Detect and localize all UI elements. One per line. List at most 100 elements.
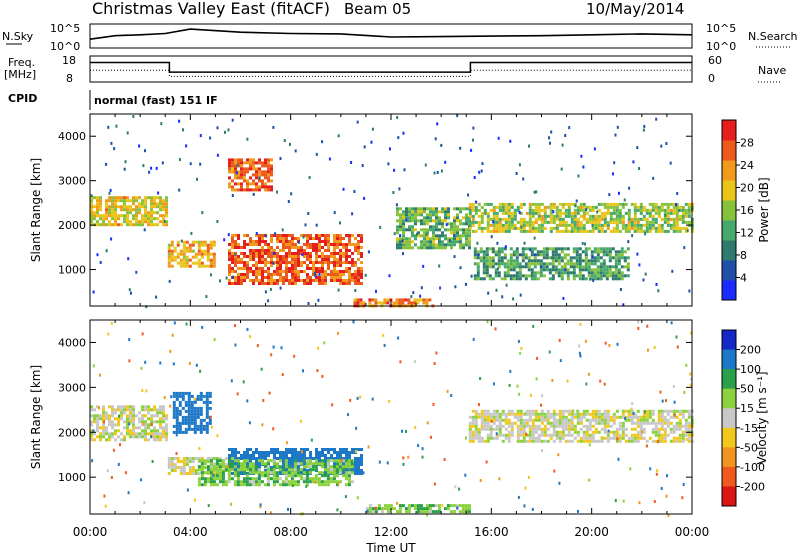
heatmap-cell (108, 438, 111, 442)
heatmap-cell (528, 223, 532, 227)
heatmap-cell (657, 418, 661, 422)
heatmap-cell (312, 261, 315, 264)
heatmap-cell (296, 471, 300, 475)
heatmap-cell (582, 205, 586, 209)
heatmap-cell (608, 250, 612, 254)
heatmap-cell (176, 460, 180, 463)
heatmap-cell (182, 261, 186, 265)
heatmap-cell (486, 211, 490, 215)
heatmap-cell (294, 261, 297, 264)
heatmap-cell (270, 173, 273, 177)
heatmap-cell (429, 243, 432, 247)
heatmap-cell (150, 417, 153, 421)
heatmap-cell (528, 211, 532, 215)
heatmap-cell (446, 507, 450, 511)
scatter-cell (548, 136, 550, 140)
heatmap-cell (333, 279, 336, 282)
scatter-cell (584, 242, 586, 246)
heatmap-cell (165, 438, 168, 442)
heatmap-cell (120, 196, 123, 200)
heatmap-cell (153, 429, 156, 433)
heatmap-cell (687, 439, 691, 443)
heatmap-cell (579, 223, 583, 227)
heatmap-cell (270, 255, 273, 258)
scatter-cell (150, 435, 153, 439)
heatmap-cell (438, 219, 441, 223)
heatmap-cell (297, 255, 300, 258)
heatmap-cell (537, 433, 541, 437)
heatmap-cell (546, 427, 550, 431)
heatmap-cell (182, 466, 186, 469)
heatmap-cell (501, 223, 505, 227)
heatmap-cell (162, 202, 165, 206)
scatter-cell (529, 248, 532, 252)
heatmap-cell (651, 412, 655, 416)
heatmap-cell (197, 258, 201, 262)
scatter-cell (666, 474, 668, 478)
heatmap-cell (305, 462, 309, 466)
heatmap-cell (617, 268, 621, 272)
heatmap-cell (212, 457, 216, 460)
heatmap-cell (96, 220, 99, 224)
heatmap-cell (675, 415, 679, 419)
heatmap-cell (147, 196, 150, 200)
scatter-cell (314, 480, 317, 484)
scatter-cell (355, 426, 358, 430)
heatmap-cell (596, 256, 600, 260)
heatmap-cell (288, 255, 291, 258)
heatmap-cell (293, 465, 297, 469)
heatmap-cell (111, 423, 114, 427)
scatter-cell (512, 297, 515, 301)
scatter-cell (389, 147, 391, 151)
scatter-cell (256, 344, 259, 348)
heatmap-cell (588, 217, 592, 221)
heatmap-cell (114, 411, 117, 415)
heatmap-cell (288, 460, 291, 463)
heatmap-cell (240, 158, 243, 162)
heatmap-cell (626, 256, 630, 260)
heatmap-cell (449, 510, 453, 514)
heatmap-cell (191, 249, 195, 253)
heatmap-cell (231, 185, 234, 189)
heatmap-cell (339, 282, 342, 285)
heatmap-cell (447, 237, 450, 241)
heatmap-cell (530, 253, 534, 257)
heatmap-cell (178, 400, 182, 404)
heatmap-cell (178, 424, 182, 428)
heatmap-cell (567, 427, 571, 431)
heatmap-cell (534, 430, 538, 434)
heatmap-cell (242, 471, 246, 475)
heatmap-cell (504, 205, 508, 209)
heatmap-cell (303, 454, 306, 457)
heatmap-cell (315, 279, 318, 282)
heatmap-cell (197, 252, 201, 256)
heatmap-cell (312, 270, 315, 273)
heatmap-cell (228, 249, 231, 252)
scatter-cell (645, 444, 648, 448)
scatter-cell (613, 161, 616, 165)
heatmap-cell (654, 229, 658, 233)
heatmap-cell (525, 220, 529, 224)
heatmap-cell (252, 454, 255, 457)
heatmap-cell (264, 454, 267, 457)
heatmap-cell (234, 164, 237, 168)
heatmap-cell (221, 465, 225, 469)
heatmap-cell (185, 457, 189, 460)
heatmap-cell (386, 510, 390, 514)
heatmap-cell (315, 454, 318, 457)
heatmap-cell (521, 265, 525, 269)
heatmap-cell (261, 170, 264, 174)
scatter-cell (175, 433, 178, 437)
scatter-cell (173, 321, 176, 325)
heatmap-cell (416, 301, 420, 305)
heatmap-cell (518, 262, 522, 266)
heatmap-cell (193, 412, 197, 416)
heatmap-cell (473, 256, 477, 260)
heatmap-cell (587, 268, 591, 272)
heatmap-cell (258, 188, 261, 192)
heatmap-cell (261, 249, 264, 252)
heatmap-cell (218, 459, 222, 463)
heatmap-cell (617, 256, 621, 260)
heatmap-cell (660, 415, 664, 419)
y-tick-label: 1000 (58, 471, 86, 484)
